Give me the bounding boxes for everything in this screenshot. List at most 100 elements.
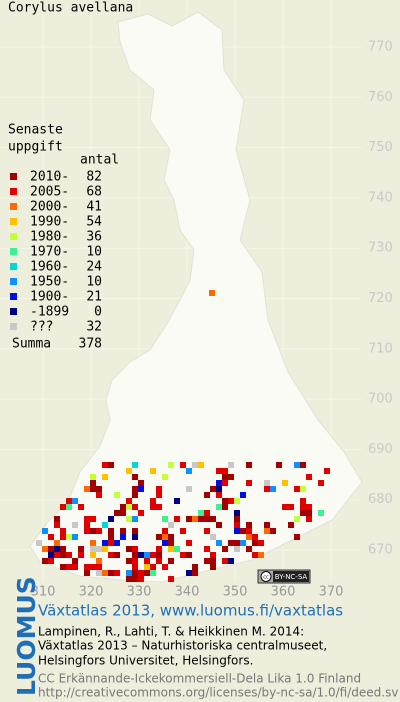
occurrence-square [234, 522, 240, 528]
occurrence-square [216, 540, 222, 546]
occurrence-square [288, 522, 294, 528]
occurrence-square [198, 510, 204, 516]
occurrence-square [192, 462, 198, 468]
occurrence-square [150, 468, 156, 474]
occurrence-square [60, 504, 66, 510]
legend-label: 2010- [30, 170, 69, 185]
occurrence-square [54, 540, 60, 546]
occurrence-square [216, 522, 222, 528]
occurrence-square [60, 534, 66, 540]
occurrence-square [132, 492, 138, 498]
occurrence-square [222, 480, 228, 486]
occurrence-square [216, 486, 222, 492]
occurrence-square [324, 468, 330, 474]
occurrence-square [246, 534, 252, 540]
occurrence-square [264, 480, 270, 486]
occurrence-square [84, 486, 90, 492]
occurrence-square [90, 528, 96, 534]
occurrence-square [102, 462, 108, 468]
occurrence-square [264, 528, 270, 534]
occurrence-square [240, 540, 246, 546]
country-outline [29, 11, 363, 583]
occurrence-square [132, 546, 138, 552]
y-tick-label: 680 [368, 492, 393, 507]
occurrence-square [156, 558, 162, 564]
occurrence-square [108, 516, 114, 522]
legend-count: 10 [86, 245, 102, 260]
occurrence-square [114, 570, 120, 576]
occurrence-square [84, 522, 90, 528]
occurrence-square [54, 546, 60, 552]
occurrence-square [156, 504, 162, 510]
y-tick-label: 710 [368, 341, 393, 356]
y-tick-label: 730 [368, 241, 393, 256]
occurrence-square [168, 546, 174, 552]
occurrence-square [156, 492, 162, 498]
occurrence-square [96, 564, 102, 570]
legend-count: 82 [86, 170, 102, 185]
occurrence-square [114, 492, 120, 498]
occurrence-square [126, 576, 132, 582]
occurrence-square [144, 570, 150, 576]
occurrence-square [78, 552, 84, 558]
occurrence-square [300, 462, 306, 468]
occurrence-square [126, 546, 132, 552]
occurrence-square [132, 534, 138, 540]
occurrence-square [126, 516, 132, 522]
occurrence-square [186, 540, 192, 546]
occurrence-square [204, 528, 210, 534]
occurrence-square [246, 528, 252, 534]
citation-line: Lampinen, R., Lahti, T. & Heikkinen M. 2… [38, 625, 304, 639]
occurrence-square [318, 480, 324, 486]
occurrence-square [228, 498, 234, 504]
x-tick-label: 360 [271, 585, 296, 600]
occurrence-square [126, 498, 132, 504]
occurrence-square [78, 504, 84, 510]
legend-swatch [10, 188, 17, 195]
occurrence-square [204, 492, 210, 498]
occurrence-square [126, 468, 132, 474]
occurrence-square [156, 486, 162, 492]
occurrence-square [108, 552, 114, 558]
occurrence-square [72, 558, 78, 564]
occurrence-square [132, 516, 138, 522]
occurrence-square [102, 522, 108, 528]
occurrence-square [60, 564, 66, 570]
y-tick-label: 690 [368, 442, 393, 457]
x-tick-label: 340 [175, 585, 200, 600]
occurrence-square [240, 528, 246, 534]
occurrence-square [186, 486, 192, 492]
occurrence-square [84, 564, 90, 570]
occurrence-square [192, 564, 198, 570]
legend-count: 54 [86, 215, 102, 230]
occurrence-square [180, 528, 186, 534]
legend-swatch [10, 263, 17, 270]
legend-swatch [10, 323, 17, 330]
occurrence-square [66, 504, 72, 510]
occurrence-square [294, 486, 300, 492]
legend-label: ??? [30, 320, 53, 335]
occurrence-square [138, 576, 144, 582]
occurrence-square [198, 462, 204, 468]
occurrence-square [150, 552, 156, 558]
occurrence-square [102, 546, 108, 552]
species-title: Corylus avellana [8, 1, 133, 16]
cc-icon-text: cc [263, 575, 269, 581]
occurrence-square [138, 552, 144, 558]
occurrence-square [150, 564, 156, 570]
occurrence-square [306, 504, 312, 510]
occurrence-square [48, 546, 54, 552]
legend-swatch [10, 203, 17, 210]
occurrence-square [168, 558, 174, 564]
occurrence-square [120, 534, 126, 540]
occurrence-square [84, 570, 90, 576]
legend-heading: uppgift [8, 140, 63, 155]
occurrence-square [294, 462, 300, 468]
occurrence-square [72, 498, 78, 504]
occurrence-square [156, 552, 162, 558]
occurrence-square [318, 510, 324, 516]
occurrence-square [60, 552, 66, 558]
occurrence-square [120, 528, 126, 534]
occurrence-square [96, 486, 102, 492]
